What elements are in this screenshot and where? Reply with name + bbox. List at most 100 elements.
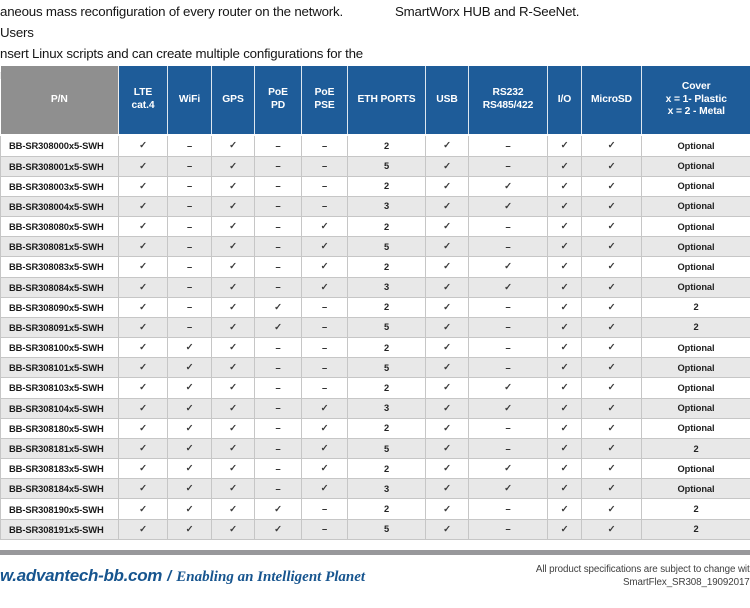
cell-wifi: ✓ [167,337,212,359]
check-icon: ✓ [320,422,329,434]
cell-rs: ✓ [468,276,548,298]
check-icon: ✓ [443,160,451,172]
check-icon: ✓ [443,221,451,233]
check-icon: ✓ [607,140,616,152]
check-icon: ✓ [229,523,237,535]
check-icon: ✓ [229,241,237,253]
intro-line: aneous mass reconfiguration of every rou… [0,4,343,40]
cell-usb: ✓ [425,175,469,197]
column-header-usb: USB [425,66,469,136]
cell-gps: ✓ [211,478,255,500]
cell-io: ✓ [547,478,582,500]
cell-poe_pd: – [254,337,302,359]
check-icon: ✓ [185,382,194,394]
cell-lte: ✓ [118,155,168,177]
check-icon: ✓ [139,221,147,233]
check-icon: ✓ [607,362,616,374]
check-icon: ✓ [185,463,194,475]
check-icon: ✓ [560,483,569,495]
cell-microsd: ✓ [581,498,642,520]
check-icon: ✓ [607,221,616,233]
cell-cover: Optional [641,377,750,399]
check-icon: ✓ [504,463,512,475]
cell-cover: 2 [641,498,750,520]
cell-poe_pd: – [254,357,302,379]
check-icon: ✓ [443,503,451,515]
check-icon: ✓ [607,160,616,172]
check-icon: ✓ [320,463,329,475]
pn-cell: BB-SR308083x5-SWH [0,256,119,278]
check-icon: ✓ [139,342,147,354]
cell-microsd: ✓ [581,357,642,379]
cell-rs: – [468,498,548,520]
check-icon: ✓ [229,362,237,374]
cell-cover: Optional [641,236,750,258]
cell-gps: ✓ [211,377,255,399]
check-icon: ✓ [274,321,282,333]
intro-line: nsert Linux scripts and can create multi… [0,46,364,61]
cell-poe_pd: ✓ [254,498,302,520]
check-icon: ✓ [607,200,616,212]
cell-usb: ✓ [425,236,469,258]
footer-branding: w.advantech-bb.com / Enabling an Intellige… [0,566,365,586]
check-icon: ✓ [607,483,616,495]
cell-eth: 5 [347,316,426,339]
check-icon: ✓ [229,321,237,333]
check-icon: ✓ [274,301,282,313]
website-link[interactable]: w.advantech-bb.com [0,566,163,585]
table-body: BB-SR308000x5-SWH ✓ – ✓ – –2 ✓ – ✓ ✓ Optional BB-SR… [0,134,750,541]
cell-gps: ✓ [211,417,255,439]
check-icon: ✓ [139,523,147,535]
cell-microsd: ✓ [581,155,642,177]
cell-poe_pd: ✓ [254,316,302,339]
check-icon: ✓ [139,160,147,172]
cell-poe_pd: – [254,437,302,460]
cell-cover: Optional [641,175,750,197]
cell-lte: ✓ [118,296,168,318]
check-icon: ✓ [443,261,451,273]
footer-slash: / [167,568,172,585]
cell-io: ✓ [547,437,582,460]
cell-cover: Optional [641,478,750,500]
cell-rs: ✓ [468,478,548,500]
cell-io: ✓ [547,216,582,238]
cell-usb: ✓ [425,256,469,278]
cell-eth: 5 [347,437,426,460]
table-row: BB-SR308083x5-SWH ✓ – ✓ – ✓ 2 ✓ ✓ ✓ ✓ Optional [0,256,750,278]
cell-lte: ✓ [118,175,168,197]
table-row: BB-SR308100x5-SWH ✓ ✓ ✓ – –2 ✓ – ✓ ✓ Optional [0,337,750,359]
cell-microsd: ✓ [581,134,642,157]
column-header-poe_pd: PoE PD [254,66,302,136]
check-icon: ✓ [607,443,616,454]
cell-lte: ✓ [118,337,168,359]
cell-usb: ✓ [425,417,469,439]
pn-cell: BB-SR308080x5-SWH [0,216,119,238]
footer-tagline: Enabling an Intelligent Planet [176,569,366,585]
product-spec-table: P/N LTE cat.4 WiFi GPS PoE PD PoE PSE ETH PORT… [0,66,750,541]
check-icon: ✓ [560,321,569,333]
check-icon: ✓ [560,402,569,414]
check-icon: ✓ [560,301,569,313]
cell-cover: Optional [641,276,750,298]
table-row: BB-SR308184x5-SWH ✓ ✓ ✓ – ✓ 3 ✓ ✓ ✓ ✓ Optional [0,478,750,500]
check-icon: ✓ [139,261,147,273]
cell-gps: ✓ [211,276,255,298]
column-header-microsd: MicroSD [581,66,642,136]
check-icon: ✓ [607,261,616,273]
check-icon: ✓ [443,463,451,475]
cell-gps: ✓ [211,256,255,278]
cell-poe_pd: – [254,195,302,218]
cell-poe_pd: ✓ [254,518,302,541]
cell-usb: ✓ [425,478,469,500]
cell-lte: ✓ [118,216,168,238]
cell-poe_pse: ✓ [301,397,348,419]
check-icon: ✓ [607,180,616,192]
check-icon: ✓ [185,523,194,535]
cell-rs: ✓ [468,377,548,399]
pn-cell: BB-SR308090x5-SWH [0,296,119,318]
check-icon: ✓ [607,402,616,414]
cell-wifi: – [167,276,212,298]
check-icon: ✓ [504,281,512,293]
cell-eth: 5 [347,357,426,379]
